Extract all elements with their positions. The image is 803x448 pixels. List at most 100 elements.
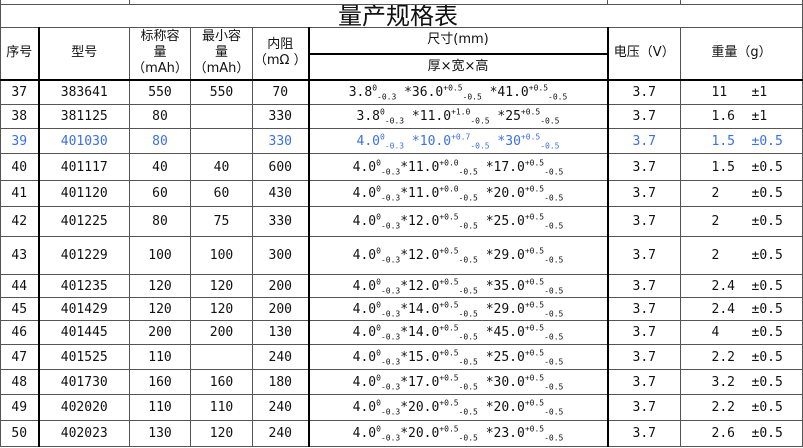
cell-model[interactable]: 381125 — [38, 104, 130, 129]
cell-dimensions[interactable]: 4.00-0.3*12.0+0.5-0.5 *29.0+0.5-0.5 — [308, 236, 608, 275]
cell-dimensions[interactable]: 4.00-0.3*11.0+0.0-0.5 *20.0+0.5-0.5 — [308, 180, 608, 207]
cell-weight[interactable]: 1.5 ±0.5 — [680, 128, 803, 154]
cell-model[interactable]: 402023 — [38, 420, 130, 447]
cell-ir[interactable]: 600 — [252, 153, 310, 181]
cell-ir[interactable]: 300 — [252, 236, 310, 275]
cell-nominal[interactable]: 110 — [129, 394, 191, 421]
cell-ir[interactable]: 130 — [252, 320, 310, 345]
cell-min-capacity[interactable]: 100 — [190, 236, 253, 275]
cell-voltage[interactable]: 3.7 — [606, 104, 681, 129]
cell-dimensions[interactable]: 4.00-0.3*14.0+0.5-0.5 *29.0+0.5-0.5 — [308, 297, 608, 321]
cell-weight[interactable]: 2 ±0.5 — [680, 206, 803, 237]
cell-nominal[interactable]: 550 — [129, 79, 191, 105]
cell-voltage[interactable]: 3.7 — [606, 394, 681, 421]
cell-dimensions[interactable]: 3.80-0.3 *11.0+1.0-0.5 *25+0.5-0.5 — [308, 104, 608, 129]
cell-seq[interactable]: 43 — [0, 236, 40, 275]
cell-min-capacity[interactable] — [190, 128, 253, 154]
cell-voltage[interactable]: 3.7 — [606, 369, 681, 395]
cell-voltage[interactable]: 3.7 — [606, 79, 681, 105]
cell-weight[interactable]: 4 ±0.5 — [680, 320, 803, 345]
cell-ir[interactable]: 240 — [252, 420, 310, 447]
cell-dimensions[interactable]: 4.00-0.3*17.0+0.5-0.5 *30.0+0.5-0.5 — [308, 369, 608, 395]
cell-ir[interactable]: 200 — [252, 274, 310, 298]
cell-dimensions[interactable]: 4.00-0.3*12.0+0.5-0.5 *25.0+0.5-0.5 — [308, 206, 608, 237]
cell-nominal[interactable]: 60 — [129, 180, 191, 207]
cell-dimensions[interactable]: 4.00-0.3*12.0+0.5-0.5 *35.0+0.5-0.5 — [308, 274, 608, 298]
cell-ir[interactable]: 240 — [252, 344, 310, 370]
cell-voltage[interactable]: 3.7 — [606, 153, 681, 181]
cell-weight[interactable]: 2.4 ±0.5 — [680, 297, 803, 321]
cell-nominal[interactable]: 120 — [129, 297, 191, 321]
cell-nominal[interactable]: 80 — [129, 128, 191, 154]
cell-weight[interactable]: 2.4 ±0.5 — [680, 274, 803, 298]
cell-weight[interactable]: 2.2 ±0.5 — [680, 344, 803, 370]
cell-seq[interactable]: 40 — [0, 153, 40, 181]
cell-min-capacity[interactable]: 160 — [190, 369, 253, 395]
cell-min-capacity[interactable] — [190, 344, 253, 370]
cell-min-capacity[interactable]: 550 — [190, 79, 253, 105]
cell-nominal[interactable]: 120 — [129, 274, 191, 298]
cell-seq[interactable]: 49 — [0, 394, 40, 421]
cell-dimensions[interactable]: 4.00-0.3*15.0+0.5-0.5 *25.0+0.5-0.5 — [308, 344, 608, 370]
cell-min-capacity[interactable]: 40 — [190, 153, 253, 181]
cell-seq[interactable]: 42 — [0, 206, 40, 237]
cell-min-capacity[interactable]: 200 — [190, 320, 253, 345]
cell-voltage[interactable]: 3.7 — [606, 180, 681, 207]
cell-seq[interactable]: 45 — [0, 297, 40, 321]
cell-weight[interactable]: 2 ±0.5 — [680, 236, 803, 275]
cell-model[interactable]: 401229 — [38, 236, 130, 275]
cell-voltage[interactable]: 3.7 — [606, 128, 681, 154]
cell-dimensions[interactable]: 4.00-0.3*14.0+0.5-0.5 *45.0+0.5-0.5 — [308, 320, 608, 345]
cell-weight[interactable]: 2 ±0.5 — [680, 180, 803, 207]
cell-ir[interactable]: 70 — [252, 79, 310, 105]
cell-model[interactable]: 402020 — [38, 394, 130, 421]
cell-weight[interactable]: 1.5 ±0.5 — [680, 153, 803, 181]
cell-dimensions[interactable]: 4.00-0.3*20.0+0.5-0.5 *20.0+0.5-0.5 — [308, 394, 608, 421]
cell-nominal[interactable]: 130 — [129, 420, 191, 447]
cell-voltage[interactable]: 3.7 — [606, 206, 681, 237]
cell-seq[interactable]: 50 — [0, 420, 40, 447]
cell-min-capacity[interactable]: 60 — [190, 180, 253, 207]
cell-seq[interactable]: 39 — [0, 128, 40, 154]
cell-model[interactable]: 401429 — [38, 297, 130, 321]
cell-model[interactable]: 401525 — [38, 344, 130, 370]
cell-model[interactable]: 401235 — [38, 274, 130, 298]
cell-min-capacity[interactable]: 120 — [190, 297, 253, 321]
cell-nominal[interactable]: 80 — [129, 206, 191, 237]
cell-seq[interactable]: 48 — [0, 369, 40, 395]
cell-min-capacity[interactable] — [190, 104, 253, 129]
cell-seq[interactable]: 37 — [0, 79, 40, 105]
cell-weight[interactable]: 1.6 ±1 — [680, 104, 803, 129]
cell-ir[interactable]: 330 — [252, 104, 310, 129]
cell-voltage[interactable]: 3.7 — [606, 297, 681, 321]
cell-ir[interactable]: 200 — [252, 297, 310, 321]
cell-seq[interactable]: 44 — [0, 274, 40, 298]
cell-nominal[interactable]: 80 — [129, 104, 191, 129]
cell-nominal[interactable]: 110 — [129, 344, 191, 370]
cell-dimensions[interactable]: 3.80-0.3 *36.0+0.5-0.5 *41.0+0.5-0.5 — [308, 79, 608, 105]
cell-weight[interactable]: 2.6 ±0.5 — [680, 420, 803, 447]
cell-model[interactable]: 401225 — [38, 206, 130, 237]
cell-min-capacity[interactable]: 75 — [190, 206, 253, 237]
cell-voltage[interactable]: 3.7 — [606, 420, 681, 447]
cell-min-capacity[interactable]: 120 — [190, 274, 253, 298]
cell-seq[interactable]: 38 — [0, 104, 40, 129]
cell-model[interactable]: 401445 — [38, 320, 130, 345]
cell-weight[interactable]: 2.2 ±0.5 — [680, 394, 803, 421]
cell-ir[interactable]: 430 — [252, 180, 310, 207]
cell-ir[interactable]: 330 — [252, 128, 310, 154]
cell-seq[interactable]: 46 — [0, 320, 40, 345]
cell-ir[interactable]: 240 — [252, 394, 310, 421]
cell-model[interactable]: 401120 — [38, 180, 130, 207]
cell-weight[interactable]: 3.2 ±0.5 — [680, 369, 803, 395]
cell-model[interactable]: 401730 — [38, 369, 130, 395]
cell-weight[interactable]: 11 ±1 — [680, 79, 803, 105]
cell-seq[interactable]: 47 — [0, 344, 40, 370]
cell-min-capacity[interactable]: 110 — [190, 394, 253, 421]
cell-model[interactable]: 401030 — [38, 128, 130, 154]
cell-model[interactable]: 383641 — [38, 79, 130, 105]
cell-voltage[interactable]: 3.7 — [606, 344, 681, 370]
cell-min-capacity[interactable]: 120 — [190, 420, 253, 447]
cell-dimensions[interactable]: 4.00-0.3*20.0+0.5-0.5 *23.0+0.5-0.5 — [308, 420, 608, 447]
cell-dimensions[interactable]: 4.00-0.3*11.0+0.0-0.5 *17.0+0.5-0.5 — [308, 153, 608, 181]
